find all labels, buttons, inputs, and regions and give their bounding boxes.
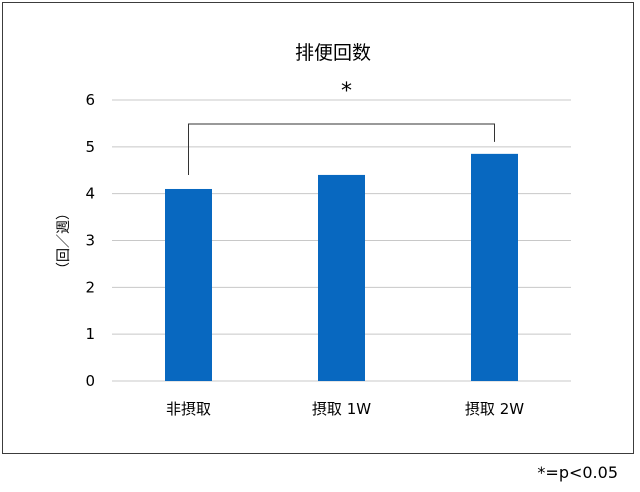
y-tick-label: 4 (85, 185, 95, 203)
y-tick-label: 6 (85, 91, 95, 109)
y-tick-label: 1 (85, 325, 95, 343)
significance-line (188, 123, 495, 175)
x-tick-label: 摂取 2W (465, 400, 524, 418)
x-tick-label: 摂取 1W (312, 400, 371, 418)
bar (318, 174, 365, 381)
significance-bracket: * (188, 79, 495, 175)
bar (165, 188, 212, 381)
footnote: *=p<0.05 (537, 463, 618, 482)
y-axis-label: （回／週） (56, 206, 72, 276)
y-tick-label: 0 (85, 372, 95, 390)
chart-title: 排便回数 (295, 42, 371, 64)
y-tick-labels: 0 1 2 3 4 5 6 (85, 91, 95, 390)
x-tick-label: 非摂取 (166, 400, 211, 418)
y-tick-label: 2 (85, 278, 95, 296)
significance-star: * (341, 79, 352, 104)
y-tick-label: 5 (85, 138, 95, 156)
bar (471, 153, 518, 381)
bars (165, 153, 518, 381)
x-tick-labels: 非摂取 摂取 1W 摂取 2W (166, 400, 524, 418)
y-tick-label: 3 (85, 232, 95, 250)
